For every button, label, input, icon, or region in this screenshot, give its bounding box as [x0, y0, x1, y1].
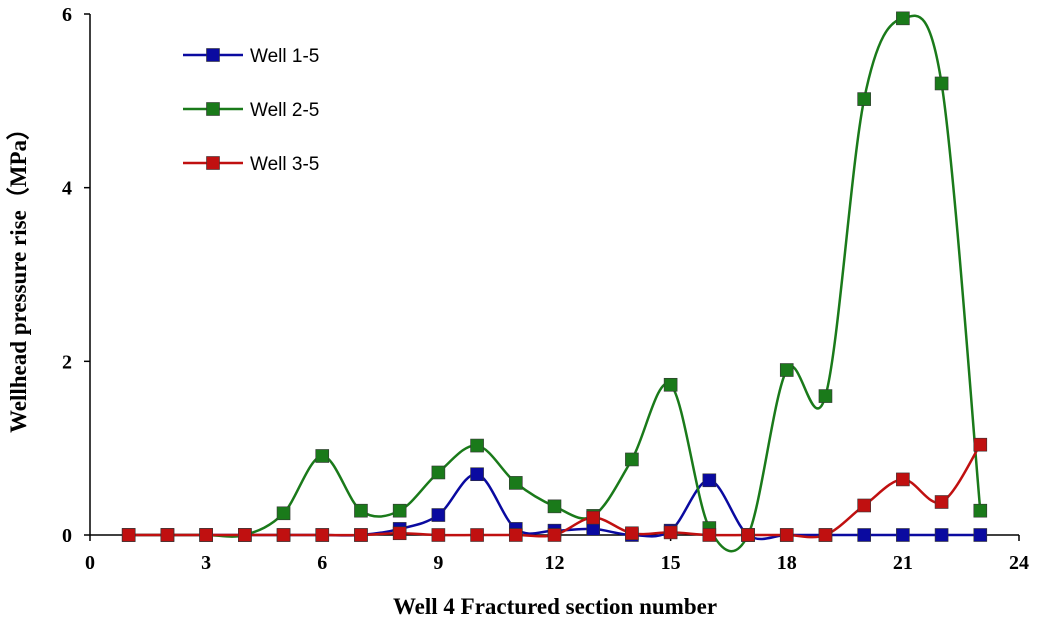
data-point-well-2-5 — [470, 438, 484, 453]
x-tick-label: 6 — [317, 552, 327, 574]
data-point-well-2-5 — [779, 363, 794, 377]
y-tick-label: 6 — [62, 4, 72, 26]
series-layer — [121, 11, 988, 553]
data-point-well-3-5 — [818, 528, 833, 542]
data-point-well-2-5 — [896, 11, 910, 26]
y-tick-label: 2 — [62, 351, 72, 373]
data-point-well-3-5 — [160, 528, 175, 542]
data-point-well-1-5 — [857, 528, 871, 542]
x-tick-label: 0 — [85, 552, 95, 574]
legend-marker-well-1-5 — [206, 48, 220, 62]
data-point-well-2-5 — [625, 452, 639, 467]
data-point-well-3-5 — [586, 510, 601, 525]
data-point-well-3-5 — [896, 472, 910, 487]
data-point-well-3-5 — [934, 495, 949, 509]
y-tick-label: 0 — [62, 525, 72, 547]
legend-label-well-2-5: Well 2-5 — [250, 100, 319, 121]
legend-label-well-3-5: Well 3-5 — [250, 154, 319, 175]
y-axis-title: Wellhead pressure rise（MPa） — [5, 117, 31, 433]
data-point-well-3-5 — [973, 437, 988, 452]
series-line-well-3-5 — [128, 443, 982, 539]
data-point-well-3-5 — [431, 528, 446, 542]
x-tick-label: 12 — [545, 552, 565, 574]
data-point-well-3-5 — [547, 528, 562, 542]
data-point-well-3-5 — [857, 498, 871, 513]
data-point-well-3-5 — [315, 528, 330, 542]
x-tick-label: 21 — [893, 552, 913, 574]
data-point-well-1-5 — [934, 528, 949, 542]
data-point-well-1-5 — [702, 473, 717, 488]
data-point-well-3-5 — [238, 528, 252, 542]
data-point-well-3-5 — [741, 528, 755, 542]
data-point-well-2-5 — [354, 503, 368, 518]
data-point-well-3-5 — [508, 528, 523, 542]
data-point-well-1-5 — [896, 528, 910, 542]
data-point-well-3-5 — [392, 526, 407, 541]
data-point-well-1-5 — [431, 508, 446, 522]
data-point-well-2-5 — [857, 92, 871, 106]
data-point-well-2-5 — [392, 503, 407, 518]
data-point-well-2-5 — [276, 506, 291, 521]
legend-marker-well-3-5 — [206, 156, 220, 170]
data-point-well-3-5 — [199, 528, 213, 542]
data-point-well-2-5 — [663, 377, 678, 392]
x-axis-title: Well 4 Fractured section number — [393, 594, 717, 619]
series-line-well-2-5 — [128, 14, 982, 553]
data-point-well-3-5 — [121, 528, 136, 542]
data-point-well-2-5 — [547, 499, 562, 514]
data-point-well-2-5 — [431, 465, 446, 480]
data-point-well-2-5 — [508, 476, 523, 490]
x-tick-label: 9 — [433, 552, 443, 574]
data-point-well-3-5 — [276, 528, 291, 542]
y-tick-label: 4 — [62, 178, 72, 200]
data-point-well-1-5 — [470, 467, 484, 482]
data-point-well-2-5 — [315, 449, 330, 463]
legend-label-well-1-5: Well 1-5 — [250, 46, 319, 67]
data-point-well-2-5 — [973, 503, 988, 518]
x-tick-label: 24 — [1009, 552, 1029, 574]
data-point-well-3-5 — [470, 528, 484, 542]
data-point-well-3-5 — [702, 528, 717, 542]
x-tick-label: 3 — [201, 552, 211, 574]
data-point-well-1-5 — [973, 528, 988, 542]
x-tick-label: 18 — [777, 552, 797, 574]
legend-marker-well-2-5 — [206, 102, 220, 116]
x-tick-label: 15 — [661, 552, 681, 574]
data-point-well-3-5 — [625, 526, 639, 541]
data-point-well-2-5 — [934, 76, 949, 91]
data-point-well-3-5 — [779, 528, 794, 542]
data-point-well-3-5 — [354, 528, 368, 542]
data-point-well-3-5 — [663, 525, 678, 540]
data-point-well-2-5 — [818, 389, 833, 403]
legend: Well 1-5 Well 2-5 Well 3-5 — [183, 46, 319, 175]
